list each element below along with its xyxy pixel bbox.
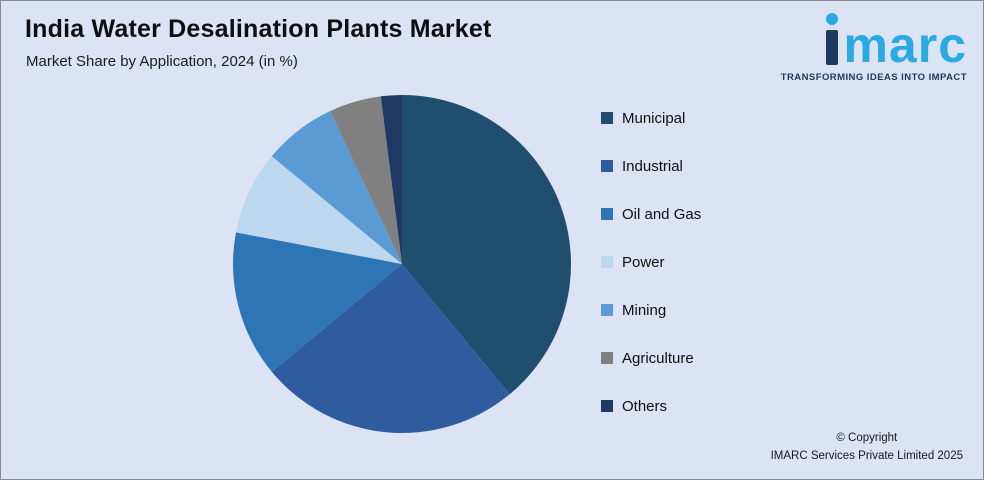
legend-swatch-others: [601, 400, 613, 412]
imarc-logo: marc TRANSFORMING IDEAS INTO IMPACT: [757, 13, 967, 83]
legend-label-municipal: Municipal: [622, 109, 686, 127]
legend-swatch-mining: [601, 304, 613, 316]
pie-slice-mining: [271, 111, 402, 264]
legend-item-power: Power: [601, 251, 701, 273]
legend-swatch-industrial: [601, 160, 613, 172]
pie-slice-power: [235, 156, 402, 264]
legend-swatch-oil-and-gas: [601, 208, 613, 220]
legend-label-agriculture: Agriculture: [622, 349, 694, 367]
copyright-footer: © Copyright IMARC Services Private Limit…: [771, 430, 963, 466]
legend-swatch-municipal: [601, 112, 613, 124]
imarc-wordmark-text: marc: [843, 17, 967, 73]
page-subtitle: Market Share by Application, 2024 (in %): [26, 53, 298, 70]
copyright-line: © Copyright: [836, 432, 898, 445]
legend-item-agriculture: Agriculture: [601, 347, 701, 369]
legend-item-others: Others: [601, 395, 701, 417]
imarc-i-stem: [826, 30, 839, 65]
imarc-wordmark: marc: [757, 13, 967, 73]
pie-slice-agriculture: [330, 96, 402, 265]
imarc-i-dot: [826, 13, 839, 25]
pie-slice-municipal: [402, 95, 571, 395]
imarc-letter-i-icon: [826, 13, 839, 65]
legend-label-power: Power: [622, 253, 665, 271]
legend-label-oil-and-gas: Oil and Gas: [622, 205, 702, 223]
legend-item-mining: Mining: [601, 299, 701, 321]
pie-chart: [233, 95, 571, 433]
pie-slice-oil-and-gas: [233, 232, 402, 372]
legend-item-oil-and-gas: Oil and Gas: [601, 203, 701, 225]
legend-item-municipal: Municipal: [601, 107, 701, 129]
legend-label-others: Others: [622, 397, 668, 415]
copyright-company: IMARC Services Private Limited 2025: [770, 450, 963, 463]
pie-chart-container: [233, 95, 571, 433]
page-title: India Water Desalination Plants Market: [25, 15, 492, 43]
pie-slice-industrial: [271, 264, 510, 433]
legend-label-industrial: Industrial: [622, 157, 683, 175]
legend: Municipal Industrial Oil and Gas Power Minin…: [601, 107, 701, 417]
legend-swatch-agriculture: [601, 352, 613, 364]
pie-slice-others: [380, 95, 402, 264]
legend-label-mining: Mining: [622, 301, 667, 319]
legend-item-industrial: Industrial: [601, 155, 701, 177]
imarc-tagline: TRANSFORMING IDEAS INTO IMPACT: [780, 72, 967, 83]
legend-swatch-power: [601, 256, 613, 268]
